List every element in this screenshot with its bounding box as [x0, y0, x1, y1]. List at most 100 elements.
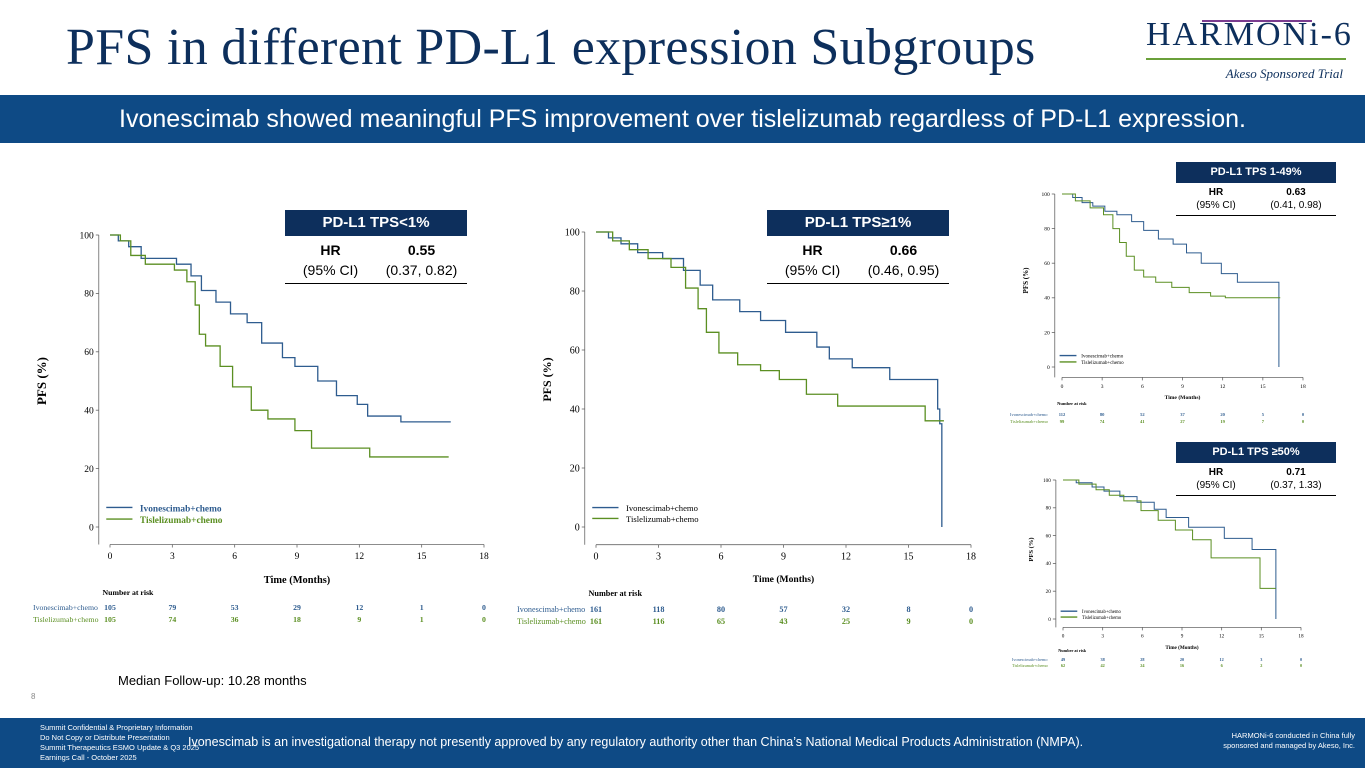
- footer-confidentiality: Summit Confidential & Proprietary Inform…: [40, 723, 199, 763]
- y-tick-label: 100: [1043, 478, 1051, 484]
- risk-count: 43: [779, 617, 787, 626]
- ci-label: (95% CI): [784, 262, 841, 278]
- ci-value: (0.37, 0.82): [385, 262, 458, 278]
- legend-label: Ivonescimab+chemo: [626, 503, 698, 513]
- risk-count: 105: [104, 603, 116, 612]
- risk-row-label: Tislelizumab+chemo: [1010, 419, 1049, 424]
- legend-label: Tislelizumab+chemo: [626, 514, 699, 524]
- y-tick-label: 40: [1044, 296, 1050, 302]
- risk-count: 37: [1180, 412, 1185, 417]
- ci-value: (0.41, 0.98): [1270, 200, 1322, 211]
- risk-title: Number at risk: [1058, 648, 1086, 653]
- x-tick-label: 6: [232, 552, 237, 562]
- risk-count: 42: [1101, 663, 1105, 668]
- risk-count: 161: [590, 605, 602, 614]
- footer-left-line: Summit Confidential & Proprietary Inform…: [40, 723, 193, 732]
- risk-count: 0: [1300, 663, 1302, 668]
- y-tick-label: 60: [1046, 533, 1052, 539]
- footer-disclaimer: Ivonescimab is an investigational therap…: [188, 735, 1084, 749]
- legend-label: Tislelizumab+chemo: [1082, 616, 1122, 621]
- km-chart-3: 0 20 40 60 80 100 0 3 6 9 12 15 18 Time (Months) PFS (…: [1010, 192, 1306, 424]
- risk-count: 19: [1220, 419, 1225, 424]
- risk-count: 0: [1300, 657, 1302, 662]
- x-tick-label: 3: [170, 552, 175, 562]
- y-tick-label: 80: [570, 287, 580, 298]
- risk-row-label: Ivonescimab+chemo: [33, 603, 98, 612]
- risk-count: 41: [1140, 419, 1145, 424]
- hr-value: 0.63: [1286, 187, 1306, 198]
- x-tick-label: 12: [841, 552, 851, 563]
- x-axis-title: Time (Months): [1165, 644, 1198, 651]
- y-tick-label: 20: [570, 464, 580, 475]
- risk-count: 52: [1140, 412, 1145, 417]
- x-tick-label: 18: [1298, 634, 1304, 640]
- risk-row-label: Tislelizumab+chemo: [1012, 663, 1048, 668]
- hr-label: HR: [1208, 187, 1224, 198]
- risk-title: Number at risk: [103, 588, 155, 597]
- y-axis-title: PFS (%): [1022, 267, 1030, 294]
- km-curve-tislelizumab: [596, 231, 944, 422]
- y-axis-title: PFS (%): [540, 357, 554, 401]
- x-axis-title: Time (Months): [1165, 394, 1201, 401]
- x-tick-label: 15: [904, 552, 914, 563]
- risk-count: 0: [1302, 419, 1305, 424]
- y-axis-title: PFS (%): [34, 357, 49, 405]
- legend-label: Ivonescimab+chemo: [1082, 610, 1121, 615]
- risk-count: 1: [420, 603, 424, 612]
- risk-count: 20: [1180, 657, 1184, 662]
- footer-left-line: Summit Therapeutics ESMO Update & Q3 202…: [40, 743, 200, 752]
- y-tick-label: 20: [1046, 589, 1052, 595]
- ci-value: (0.46, 0.95): [867, 262, 940, 278]
- legend-label: Tislelizumab+chemo: [140, 516, 223, 526]
- hr-box-tps-ge1: PD-L1 TPS≥1% HR 0.66 (95% CI) (0.46, 0.95): [767, 210, 949, 284]
- y-tick-label: 60: [570, 346, 580, 357]
- y-tick-label: 40: [84, 407, 94, 417]
- km-curve-ivonescimab: [1062, 193, 1280, 367]
- risk-title: Number at risk: [1057, 401, 1087, 406]
- legend-label: Ivonescimab+chemo: [1081, 354, 1123, 360]
- x-tick-label: 18: [479, 552, 489, 562]
- y-tick-label: 60: [84, 348, 94, 358]
- ci-label: (95% CI): [1196, 200, 1236, 211]
- y-axis-title: PFS (%): [1028, 537, 1035, 561]
- y-tick-label: 100: [80, 231, 95, 241]
- logo-underline: [1146, 58, 1346, 60]
- risk-count: 0: [482, 603, 486, 612]
- harmoni6-logo: HARMONi-6 Akeso Sponsored Trial: [1140, 10, 1355, 86]
- risk-count: 161: [590, 617, 602, 626]
- y-tick-label: 20: [1044, 330, 1050, 336]
- logo-wordmark: HARMONi-6: [1146, 16, 1353, 53]
- risk-count: 8: [906, 605, 910, 614]
- risk-count: 25: [842, 617, 850, 626]
- risk-count: 65: [717, 617, 725, 626]
- risk-count: 12: [355, 603, 363, 612]
- risk-row-label: Tislelizumab+chemo: [33, 615, 99, 624]
- risk-count: 80: [717, 605, 725, 614]
- x-tick-label: 15: [417, 552, 427, 562]
- risk-count: 1: [420, 615, 424, 624]
- y-tick-label: 40: [570, 405, 580, 416]
- hr-box-title: PD-L1 TPS ≥50%: [1176, 442, 1336, 463]
- logo-accent-line: [1202, 20, 1312, 22]
- x-tick-label: 12: [355, 552, 365, 562]
- y-tick-label: 80: [1044, 227, 1050, 233]
- x-tick-label: 3: [1101, 384, 1104, 390]
- x-axis-title: Time (Months): [264, 575, 330, 586]
- x-tick-label: 0: [1061, 384, 1064, 390]
- y-tick-label: 40: [1046, 561, 1052, 567]
- risk-count: 16: [1180, 663, 1184, 668]
- x-tick-label: 9: [295, 552, 300, 562]
- x-tick-label: 6: [1141, 384, 1144, 390]
- footer-right-line: HARMONi-6 conducted in China fully: [1231, 731, 1355, 740]
- risk-count: 99: [1060, 419, 1065, 424]
- hr-value: 0.66: [889, 242, 918, 258]
- risk-count: 62: [1061, 663, 1065, 668]
- x-tick-label: 3: [656, 552, 661, 563]
- risk-count: 80: [1100, 412, 1105, 417]
- hr-box-tps-1-49: PD-L1 TPS 1-49% HR 0.63 (95% CI) (0.41, 0.…: [1176, 162, 1336, 216]
- risk-title: Number at risk: [589, 589, 643, 598]
